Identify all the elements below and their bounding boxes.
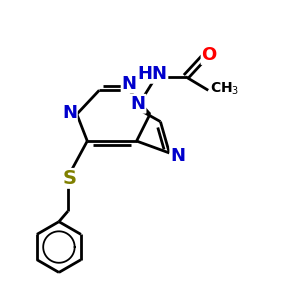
Text: N: N bbox=[130, 95, 146, 113]
Text: CH$_3$: CH$_3$ bbox=[210, 81, 239, 97]
Text: O: O bbox=[202, 46, 217, 64]
Text: N: N bbox=[122, 75, 136, 93]
Text: HN: HN bbox=[137, 65, 167, 83]
Text: N: N bbox=[62, 104, 77, 122]
Text: S: S bbox=[62, 169, 76, 188]
Text: N: N bbox=[170, 147, 185, 165]
